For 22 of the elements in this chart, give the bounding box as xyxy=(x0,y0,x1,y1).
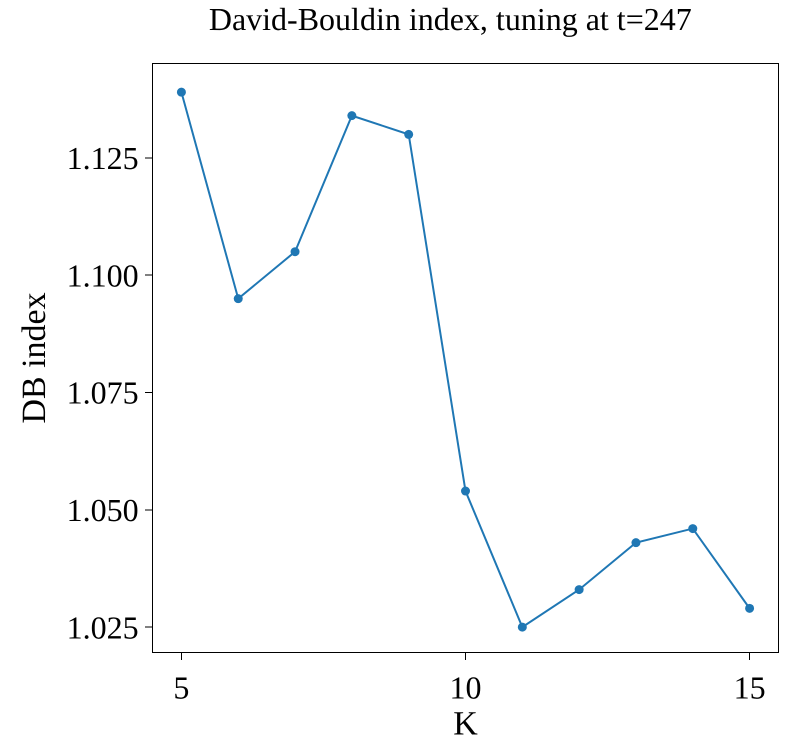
y-tick-label: 1.075 xyxy=(66,374,139,411)
point xyxy=(461,486,470,496)
point xyxy=(688,524,698,534)
y-tick-label: 1.025 xyxy=(66,609,139,646)
x-axis-title: K xyxy=(453,705,478,742)
point xyxy=(745,604,754,613)
point xyxy=(631,538,640,548)
x-tick-label: 5 xyxy=(173,669,190,706)
chart-title: David-Bouldin index, tuning at t=247 xyxy=(208,0,692,37)
x-tick-label: 15 xyxy=(734,669,766,706)
point xyxy=(234,294,243,304)
y-tick-label: 1.125 xyxy=(66,140,139,176)
point xyxy=(176,88,186,97)
point xyxy=(404,130,414,139)
x-tick-label: 10 xyxy=(450,669,482,706)
y-tick-label: 1.050 xyxy=(66,492,139,528)
point xyxy=(574,585,584,594)
y-tick-label: 1.100 xyxy=(66,257,139,294)
point xyxy=(347,111,356,120)
point xyxy=(290,247,300,256)
y-axis-title: DB index xyxy=(16,292,54,424)
point xyxy=(518,622,527,632)
